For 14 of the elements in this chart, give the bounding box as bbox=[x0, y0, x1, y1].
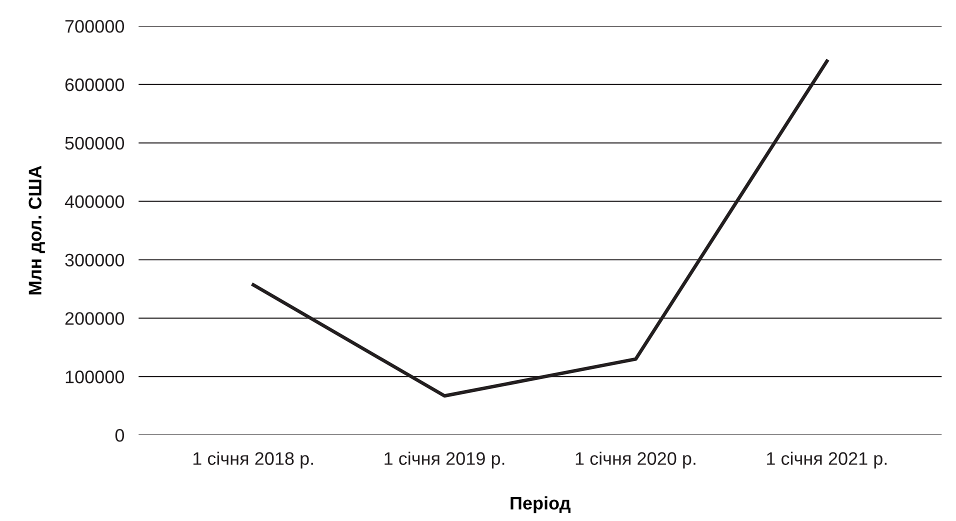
y-tick-label: 600000 bbox=[65, 78, 124, 92]
y-tick-label: 300000 bbox=[65, 254, 124, 266]
x-tick-label: 1 січня 2021 р. bbox=[767, 452, 887, 469]
y-tick-label: 0 bbox=[115, 428, 124, 442]
x-tick-label: 1 січня 2020 р. bbox=[576, 452, 696, 469]
y-tick-label: 700000 bbox=[65, 20, 124, 33]
x-tick-label: 1 січня 2018 р. bbox=[193, 452, 313, 469]
y-tick-label: 400000 bbox=[64, 195, 124, 208]
y-tick-label: 500000 bbox=[65, 136, 124, 150]
x-tick-label: 1 січня 2019 р. bbox=[384, 452, 504, 469]
y-tick-label: 200000 bbox=[65, 312, 124, 325]
y-axis-title: Млн дол. США bbox=[28, 166, 45, 294]
x-axis-title: Період bbox=[510, 496, 570, 514]
y-tick-label: 100000 bbox=[66, 370, 124, 384]
